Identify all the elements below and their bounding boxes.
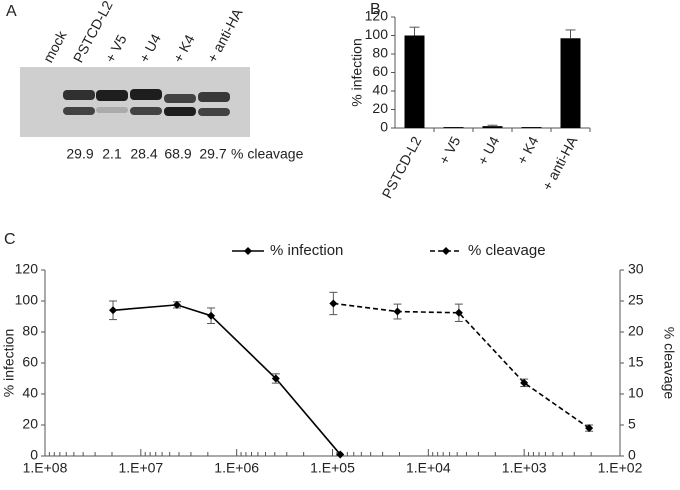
cleavage-unit: % cleavage [231, 146, 304, 162]
point [172, 300, 181, 309]
x-tick-label: 1.E+06 [214, 460, 259, 476]
x-tick-label: PSTCD-L2 [379, 133, 425, 200]
point [454, 308, 463, 317]
point [109, 306, 118, 315]
y-tick-label: 40 [22, 385, 38, 401]
series-line [112, 304, 341, 455]
y2-tick-label: 0 [628, 447, 636, 463]
x-tick-label: 1.E+02 [598, 460, 643, 476]
bar [482, 126, 503, 128]
y-tick-label: 20 [22, 416, 38, 432]
y-tick-label: 120 [365, 8, 389, 24]
y-tick-label: 80 [372, 45, 388, 61]
bar [521, 127, 542, 128]
gel-bands [63, 89, 230, 116]
point [520, 378, 529, 387]
lane-label: + K4 [170, 32, 198, 65]
x-tick-label: + V5 [436, 133, 464, 166]
y-tick-label: 80 [22, 323, 38, 339]
y-tick-label: 100 [15, 292, 39, 308]
x-tick-label: 1.E+08 [23, 460, 68, 476]
panel-label: B [370, 1, 381, 18]
x-tick-label: + U4 [474, 133, 502, 167]
bar [560, 38, 581, 128]
lane-label: + U4 [136, 31, 164, 65]
legend-marker [244, 247, 252, 255]
y-tick-label: 40 [372, 82, 388, 98]
x-tick-label: 1.E+05 [310, 460, 355, 476]
bar [443, 127, 464, 128]
cleavage-value: 2.1 [102, 146, 122, 162]
y-tick-label: 120 [15, 261, 39, 277]
y-tick-label: 0 [30, 447, 38, 463]
cleavage-value: 29.9 [66, 146, 93, 162]
y-tick-label: 60 [22, 354, 38, 370]
x-tick-label: 1.E+03 [502, 460, 547, 476]
point [393, 307, 402, 316]
x-tick-label: 1.E+04 [406, 460, 451, 476]
x-tick-label: + anti-HA [539, 133, 581, 193]
y-tick-label: 20 [372, 100, 388, 116]
panel-label: A [6, 3, 17, 20]
cleavage-value: 29.7 [199, 146, 226, 162]
legend-label: % cleavage [468, 242, 546, 259]
y2-tick-label: 15 [628, 354, 644, 370]
y-tick-label: 0 [380, 119, 388, 135]
series-line [333, 302, 590, 429]
cleavage-value: 28.4 [130, 146, 157, 162]
x-tick-label: 1.E+07 [118, 460, 163, 476]
y-axis-label: % infection [1, 329, 17, 397]
legend-marker [442, 247, 450, 255]
y2-tick-label: 30 [628, 261, 644, 277]
panel-label: C [4, 231, 16, 248]
cleavage-value: 68.9 [164, 146, 191, 162]
point [207, 311, 216, 320]
bar [404, 35, 425, 128]
y2-tick-label: 10 [628, 385, 644, 401]
lane-label: + anti-HA [204, 5, 246, 65]
legend-label: % infection [270, 242, 343, 259]
y2-tick-label: 5 [628, 416, 636, 432]
point [585, 424, 594, 433]
point [336, 450, 345, 459]
y2-tick-label: 20 [628, 323, 644, 339]
lane-label: mock [40, 27, 70, 65]
y-axis-label: % infection [349, 38, 365, 106]
y2-axis-label: % cleavage [661, 327, 677, 400]
y2-tick-label: 25 [628, 292, 644, 308]
x-tick-label: + K4 [514, 133, 542, 166]
y-tick-label: 100 [365, 26, 389, 42]
point [271, 374, 280, 383]
y-tick-label: 60 [372, 63, 388, 79]
point [329, 299, 338, 308]
lane-label: + V5 [102, 32, 130, 65]
